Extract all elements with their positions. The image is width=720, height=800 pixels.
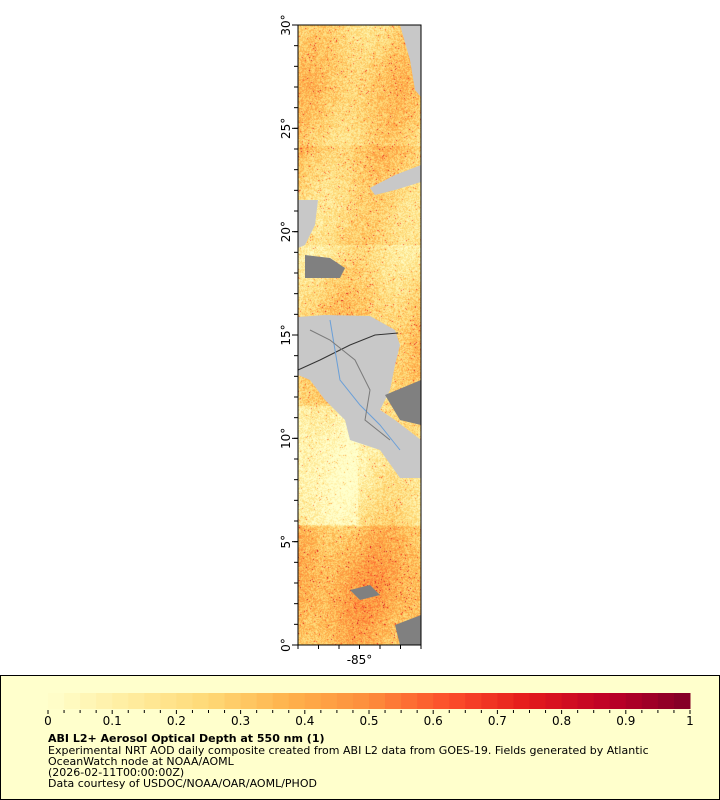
colorbar-swatch xyxy=(417,693,434,709)
land-yucatan xyxy=(298,200,318,248)
colorbar-swatch xyxy=(208,693,226,709)
no-data-patch xyxy=(385,380,421,425)
state-line xyxy=(309,329,391,441)
colorbar-tick-label: 0 xyxy=(44,714,52,726)
colorbar-swatch xyxy=(224,693,242,709)
colorbar-tick-label: 0.2 xyxy=(167,714,186,726)
colorbar-swatch xyxy=(288,693,306,709)
lat-tick-label: 5° xyxy=(279,535,293,549)
colorbar-swatch xyxy=(128,693,145,709)
colorbar-swatch xyxy=(352,693,370,709)
colorbar-swatch xyxy=(48,693,65,709)
colorbar-swatch xyxy=(481,693,498,709)
colorbar-tick-label: 0.1 xyxy=(103,714,122,726)
lat-tick-label: 10° xyxy=(279,428,293,449)
colorbar-swatch xyxy=(593,693,611,709)
lat-tick-label: 20° xyxy=(279,221,293,242)
colorbar-swatch xyxy=(625,693,643,709)
colorbar-swatch xyxy=(385,693,402,709)
colorbar-swatch xyxy=(192,693,209,709)
colorbar-swatch xyxy=(112,693,129,709)
colorbar-swatch xyxy=(657,693,675,709)
legend-panel: 0 0.1 0.2 0.3 0.4 0.5 0.6 0.7 0.8 0.9 1 ABI L2+ Ae… xyxy=(0,675,720,800)
map-overlay: 0° 5° 10° 15° 20° 25° 30° -85° xyxy=(279,14,422,667)
colorbar-swatch xyxy=(336,693,354,709)
colorbar-swatch xyxy=(609,693,627,709)
colorbar-swatch xyxy=(144,693,161,709)
lat-tick-label: 0° xyxy=(279,638,293,652)
lat-tick-label: 15° xyxy=(279,324,293,345)
land-cuba xyxy=(370,165,421,195)
legend-line4: Data courtesy of USDOC/NOAA/OAR/AOML/PHO… xyxy=(48,777,317,790)
colorbar-swatch xyxy=(449,693,466,709)
colorbar-swatch xyxy=(256,693,274,709)
colorbar-swatch xyxy=(96,693,113,709)
colorbar-tick-label: 0.7 xyxy=(488,714,507,726)
legend-title: ABI L2+ Aerosol Optical Depth at 550 nm … xyxy=(48,732,325,745)
colorbar-swatch xyxy=(577,693,595,709)
colorbar-swatch xyxy=(465,693,482,709)
colorbar-swatch xyxy=(369,693,386,709)
colorbar-tick-label: 0.3 xyxy=(231,714,250,726)
colorbar: 0 0.1 0.2 0.3 0.4 0.5 0.6 0.7 0.8 0.9 1 xyxy=(44,693,694,726)
legend-line1: Experimental NRT AOD daily composite cre… xyxy=(48,744,649,757)
colorbar-swatch xyxy=(64,693,81,709)
colorbar-swatch xyxy=(80,693,97,709)
colorbar-swatch xyxy=(320,693,338,709)
colorbar-swatch xyxy=(673,693,691,709)
no-data-patch xyxy=(305,255,345,278)
colorbar-tick-label: 1 xyxy=(686,714,694,726)
no-data-patch xyxy=(395,615,421,645)
colorbar-swatch xyxy=(513,693,530,709)
map-axes: 0° 5° 10° 15° 20° 25° 30° -85° xyxy=(279,14,422,667)
country-border xyxy=(297,332,399,371)
colorbar-swatch xyxy=(545,693,563,709)
colorbar-tick-label: 0.6 xyxy=(424,714,443,726)
land-layer xyxy=(297,25,421,645)
colorbar-swatch xyxy=(641,693,659,709)
colorbar-swatch xyxy=(529,693,547,709)
lat-tick-label: 30° xyxy=(279,14,293,35)
colorbar-swatch xyxy=(561,693,579,709)
lat-tick-label: 25° xyxy=(279,118,293,139)
colorbar-swatch xyxy=(304,693,322,709)
colorbar-tick-label: 0.4 xyxy=(295,714,314,726)
colorbar-swatch xyxy=(433,693,450,709)
legend-line3: (2026-02-11T00:00:00Z) xyxy=(48,766,185,779)
colorbar-tick-label: 0.9 xyxy=(616,714,635,726)
legend-line2: OceanWatch node at NOAA/AOML xyxy=(48,755,234,768)
colorbar-swatch xyxy=(160,693,177,709)
colorbar-swatch xyxy=(240,693,258,709)
river xyxy=(329,319,401,451)
colorbar-swatch xyxy=(272,693,290,709)
colorbar-swatch xyxy=(401,693,418,709)
colorbar-swatch xyxy=(176,693,193,709)
no-data-patch xyxy=(350,585,380,600)
colorbar-tick-label: 0.8 xyxy=(552,714,571,726)
land-north-east xyxy=(400,25,421,97)
colorbar-tick-label: 0.5 xyxy=(359,714,378,726)
lon-tick-label: -85° xyxy=(347,653,373,667)
colorbar-swatch xyxy=(497,693,514,709)
